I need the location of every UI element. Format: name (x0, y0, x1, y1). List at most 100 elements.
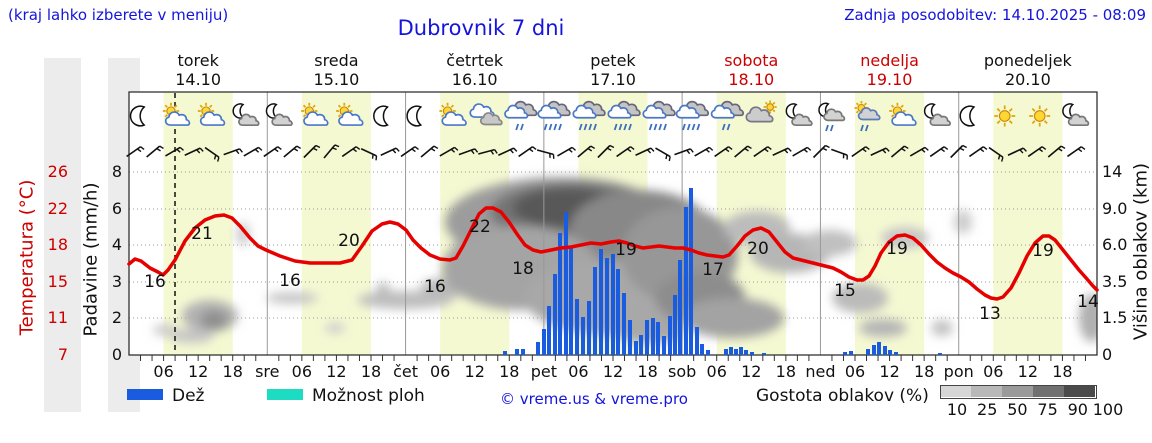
time-label: 18 (637, 362, 658, 381)
day-name: torek (177, 51, 219, 70)
wind-barb-icon (1066, 146, 1086, 158)
precipitation-tick-label: 8 (111, 162, 122, 181)
time-label: 12 (602, 362, 624, 381)
cloud-density-scale-number: 25 (977, 400, 998, 419)
day-header: četrtek 16.10 (406, 51, 544, 89)
time-label: 06 (291, 362, 313, 381)
wind-barb-icon (360, 147, 378, 161)
wind-barb-icon (478, 148, 498, 155)
wind-barb-icon (283, 145, 302, 158)
day-name: sreda (314, 51, 359, 70)
time-label: 12 (326, 362, 347, 381)
cloud-height-tick-label: 0 (1102, 345, 1113, 364)
wind-barb-icon (950, 144, 968, 159)
sun-cloud-icon (301, 102, 329, 126)
wind-barb-icon (557, 146, 576, 157)
cloud-density-gradient-border (940, 385, 1097, 399)
wind-barb-icon (263, 146, 282, 158)
time-label: 06 (983, 362, 1004, 381)
time-label: 06 (706, 362, 727, 381)
time-label: 06 (429, 362, 451, 381)
moon-cloud-icon (1062, 103, 1090, 127)
wind-barbs-row (126, 144, 1086, 162)
moon-cloud-icon (232, 103, 260, 127)
temperature-value-label: 13 (979, 304, 1001, 324)
moon-icon (129, 105, 146, 127)
moon-icon (373, 105, 389, 127)
temperature-tick-label: 11 (47, 308, 68, 327)
temperature-value-label: 22 (469, 217, 491, 237)
wind-barb-icon (1007, 147, 1027, 157)
temperature-value-label: 18 (512, 259, 534, 279)
day-name: četrtek (446, 51, 504, 70)
temperature-tick-label: 15 (47, 272, 68, 291)
temperature-value-label: 19 (615, 240, 637, 260)
time-label: 18 (1052, 362, 1073, 381)
wind-barb-icon (909, 146, 929, 157)
precipitation-tick-label: 2 (111, 308, 122, 327)
cloud-density-legend-label: Gostota oblakov (%) (756, 386, 929, 406)
cloud-density-gradient-segment (971, 385, 1002, 397)
day-date: 14.10 (175, 70, 222, 89)
credit-link[interactable]: © vreme.us & vreme.pro (500, 390, 688, 408)
sun-icon (1029, 105, 1051, 127)
day-date: 19.10 (866, 70, 913, 89)
wind-barb-icon (577, 145, 596, 158)
day-header: petek 17.10 (544, 51, 682, 89)
temperature-value-label: 16 (279, 271, 301, 291)
day-header: nedelja 19.10 (821, 51, 959, 89)
wind-barb-icon (772, 147, 792, 157)
wind-barb-icon (831, 148, 848, 160)
temperature-value-label: 15 (834, 281, 856, 301)
day-abbr-label: sob (668, 362, 697, 381)
time-label: 18 (222, 362, 243, 381)
time-label: 06 (153, 362, 174, 381)
time-label: 12 (741, 362, 762, 381)
sun-cloud-icon (162, 102, 191, 126)
day-date: 15.10 (313, 70, 360, 89)
cloud-icon (469, 103, 503, 126)
cloud-rain-icon (572, 100, 606, 131)
sun-cloud-icon (889, 102, 917, 126)
temperature-tick-label: 26 (47, 162, 68, 181)
wind-barb-icon (165, 146, 184, 157)
page-title: Dubrovnik 7 dni (397, 16, 565, 40)
day-abbr-label: čet (393, 362, 419, 381)
wind-barb-icon (714, 146, 733, 158)
wind-barb-icon (1027, 146, 1047, 158)
moon-cloud-rain-icon (818, 102, 846, 132)
precipitation-tick-label: 3 (111, 272, 122, 291)
cloud-height-tick-label: 1.5 (1102, 308, 1128, 327)
cloud-rain-icon (607, 100, 641, 131)
temperature-axis-title: Temperatura (°C) (16, 179, 38, 336)
wind-barb-icon (380, 147, 400, 157)
rain-legend-label: Dež (172, 386, 205, 406)
precipitation-tick-label: 6 (111, 199, 122, 218)
cloud-density-scale-number: 10 (946, 400, 968, 419)
temperature-value-label: 20 (747, 239, 769, 259)
temperature-tick-label: 18 (47, 235, 68, 254)
day-abbr-label: pet (530, 362, 557, 381)
cloud-density-gradient-segment (940, 385, 971, 397)
temperature-tick-label: 7 (57, 345, 68, 364)
temperature-value-label: 19 (886, 239, 908, 259)
wind-barb-icon (812, 144, 830, 159)
day-name: ponedeljek (983, 51, 1072, 70)
sun-cloud-icon (439, 102, 467, 126)
wind-barb-icon (126, 146, 145, 158)
day-name: petek (590, 51, 636, 70)
sun-cloud-rain-icon (854, 101, 881, 132)
daylight-band (301, 92, 371, 355)
wind-barb-icon (597, 144, 615, 159)
time-label: 18 (360, 362, 382, 381)
day-date: 18.10 (728, 70, 775, 89)
day-abbr-label: sre (255, 362, 280, 381)
showers-legend-swatch (267, 389, 303, 400)
showers-legend-label: Možnost ploh (312, 386, 425, 406)
moon-cloud-icon (785, 103, 813, 127)
cloud-density-gradient-segment (1064, 385, 1095, 397)
time-label: 06 (844, 362, 866, 381)
wind-barb-icon (420, 145, 439, 158)
wind-barb-icon (400, 146, 419, 158)
